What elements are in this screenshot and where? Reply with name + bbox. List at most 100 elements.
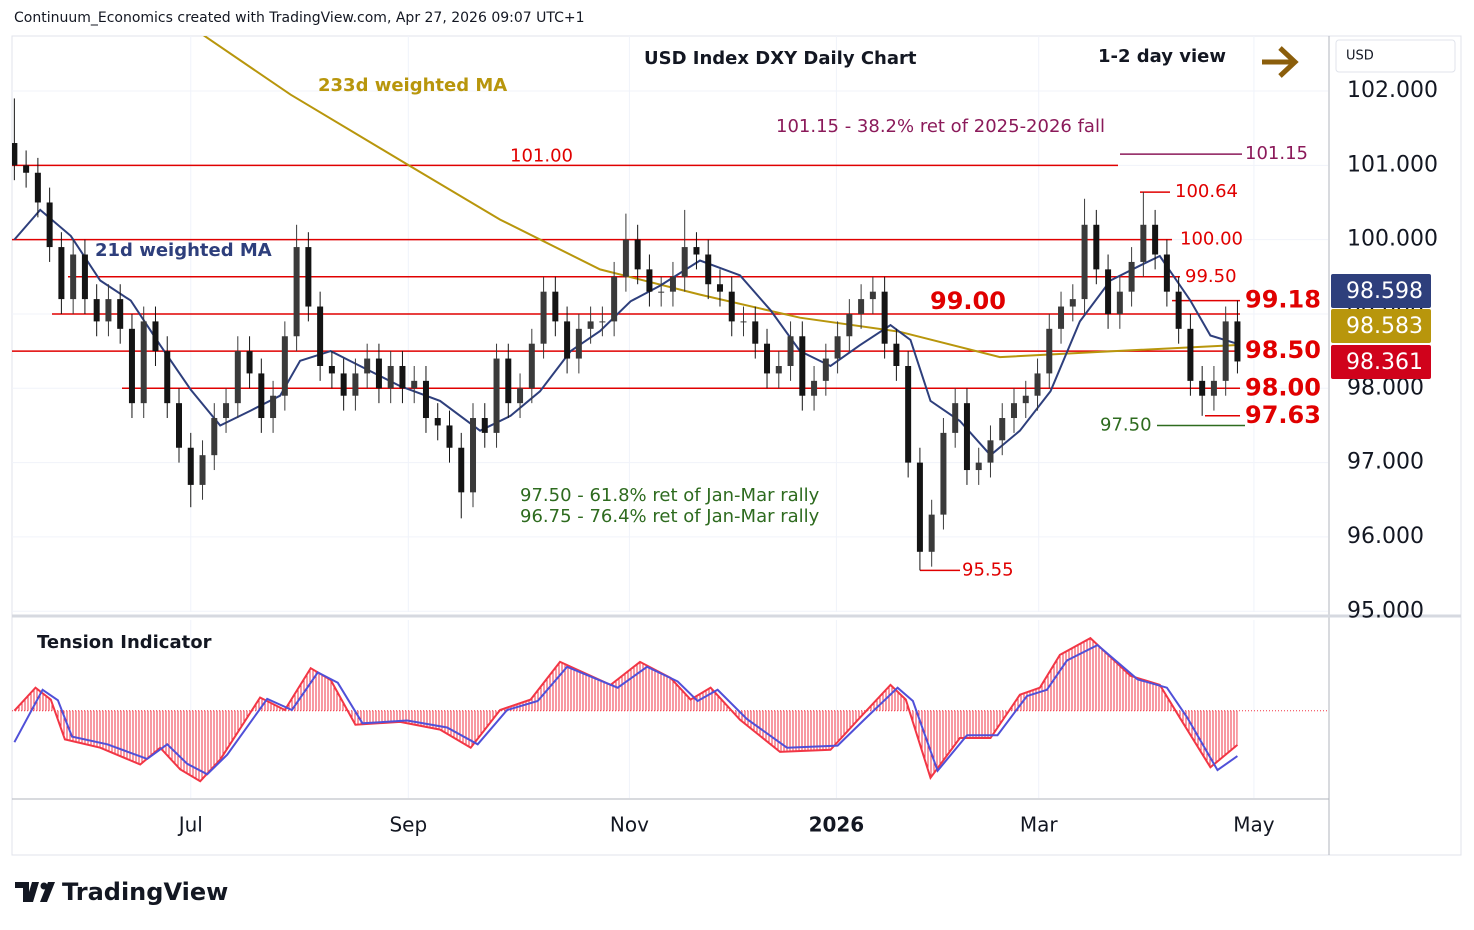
indicator-pane [12, 620, 1328, 798]
price-box [1331, 345, 1431, 379]
candle-body [23, 165, 30, 173]
candle-body [752, 321, 759, 344]
candle-body [775, 365, 782, 374]
candle-body [1116, 291, 1123, 314]
candle-body [1081, 224, 1088, 300]
candle-body [1034, 373, 1041, 396]
candle-body [422, 380, 429, 419]
ma-name: 21d weighted MA [95, 240, 272, 261]
candle-body [281, 336, 288, 396]
view-arrow [1262, 46, 1299, 78]
candle-body [952, 403, 959, 433]
candle-body [1093, 224, 1100, 270]
candle-body [1058, 306, 1065, 329]
ma-name: 233d weighted MA [318, 75, 507, 96]
level-label: 97.50 [1100, 414, 1152, 435]
candle-body [293, 247, 300, 337]
candle-body [881, 291, 888, 344]
candle-body [693, 247, 700, 255]
annotation: 96.75 - 76.4% ret of Jan-Mar rally [520, 506, 820, 527]
y-tick-label: 101.000 [1347, 152, 1438, 177]
candle-body [1022, 395, 1029, 404]
candle-body [434, 418, 441, 426]
ma-line [13, 643, 1238, 776]
candle-body [128, 328, 135, 404]
candle-body [658, 291, 665, 293]
candle-body [552, 291, 559, 322]
candle-body [1105, 269, 1112, 314]
candle-body [246, 351, 253, 374]
chart-subtitle: 1-2 day view [1098, 46, 1226, 67]
candle-body [270, 395, 277, 419]
main-pane [12, 36, 1328, 612]
candle-body [1010, 403, 1017, 419]
candle-body [575, 328, 582, 359]
price-box [1331, 274, 1431, 308]
x-tick-label: Sep [389, 813, 427, 837]
candle-body [1069, 299, 1076, 307]
price-box-label: 98.361 [1346, 350, 1423, 375]
y-tick-label: 95.000 [1347, 598, 1424, 623]
x-tick-label: 2026 [809, 813, 865, 837]
candle-body [1163, 254, 1170, 292]
candle-body [669, 276, 676, 292]
price-box-label: 98.583 [1346, 314, 1423, 339]
tradingview-logo [15, 882, 55, 902]
candle-body [622, 239, 629, 277]
candle-body [317, 306, 324, 366]
candle-body [681, 247, 688, 277]
level-label: 99.50 [1185, 266, 1237, 287]
candle-body [869, 291, 876, 300]
candle-body [105, 299, 112, 322]
level-label: 98.50 [1245, 336, 1321, 364]
candle-body [799, 336, 806, 396]
candle-body [1187, 328, 1194, 381]
candle-body [352, 373, 359, 396]
candle-body [846, 313, 853, 337]
y-tick-label: 97.000 [1347, 450, 1424, 475]
ma-line [202, 36, 1238, 359]
candle-body [223, 403, 230, 419]
candle-body [858, 299, 865, 314]
candle-body [740, 321, 747, 323]
candle-body [1046, 328, 1053, 374]
candle-body [481, 418, 488, 433]
candle-body [164, 351, 171, 404]
candle-body [1175, 291, 1182, 329]
candle-body [470, 418, 477, 493]
candle-body [599, 321, 606, 323]
level-label: 100.64 [1175, 181, 1238, 202]
ma-line [13, 636, 1239, 783]
candle-body [411, 380, 418, 389]
y-tick-label: 98.000 [1347, 375, 1424, 400]
candle-body [505, 358, 512, 404]
candle-body [587, 321, 594, 329]
candle-body [940, 432, 947, 515]
candle-body [1222, 321, 1229, 381]
candle-body [375, 358, 382, 389]
candle-body [987, 440, 994, 463]
candle-body [70, 254, 77, 300]
candle-body [634, 239, 641, 270]
level-label: 95.55 [962, 559, 1014, 580]
candle-body [187, 447, 194, 485]
candle-body [764, 343, 771, 374]
candle-body [117, 299, 124, 329]
indicator-title: Tension Indicator [37, 632, 212, 653]
candle-body [493, 358, 500, 433]
candle-body [258, 373, 265, 419]
y-tick-label: 102.000 [1347, 78, 1438, 103]
candle-body [340, 373, 347, 396]
candle-body [34, 172, 41, 203]
candle-body [728, 291, 735, 322]
price-axis-title: USD [1346, 49, 1374, 64]
candle-body [540, 291, 547, 344]
candle-body [1128, 261, 1135, 292]
y-tick-label: 100.000 [1347, 227, 1438, 252]
candle-body [999, 418, 1006, 441]
candle-body [152, 321, 159, 352]
candle-body [517, 388, 524, 404]
candle-body [58, 247, 65, 300]
candle-body [364, 358, 371, 374]
